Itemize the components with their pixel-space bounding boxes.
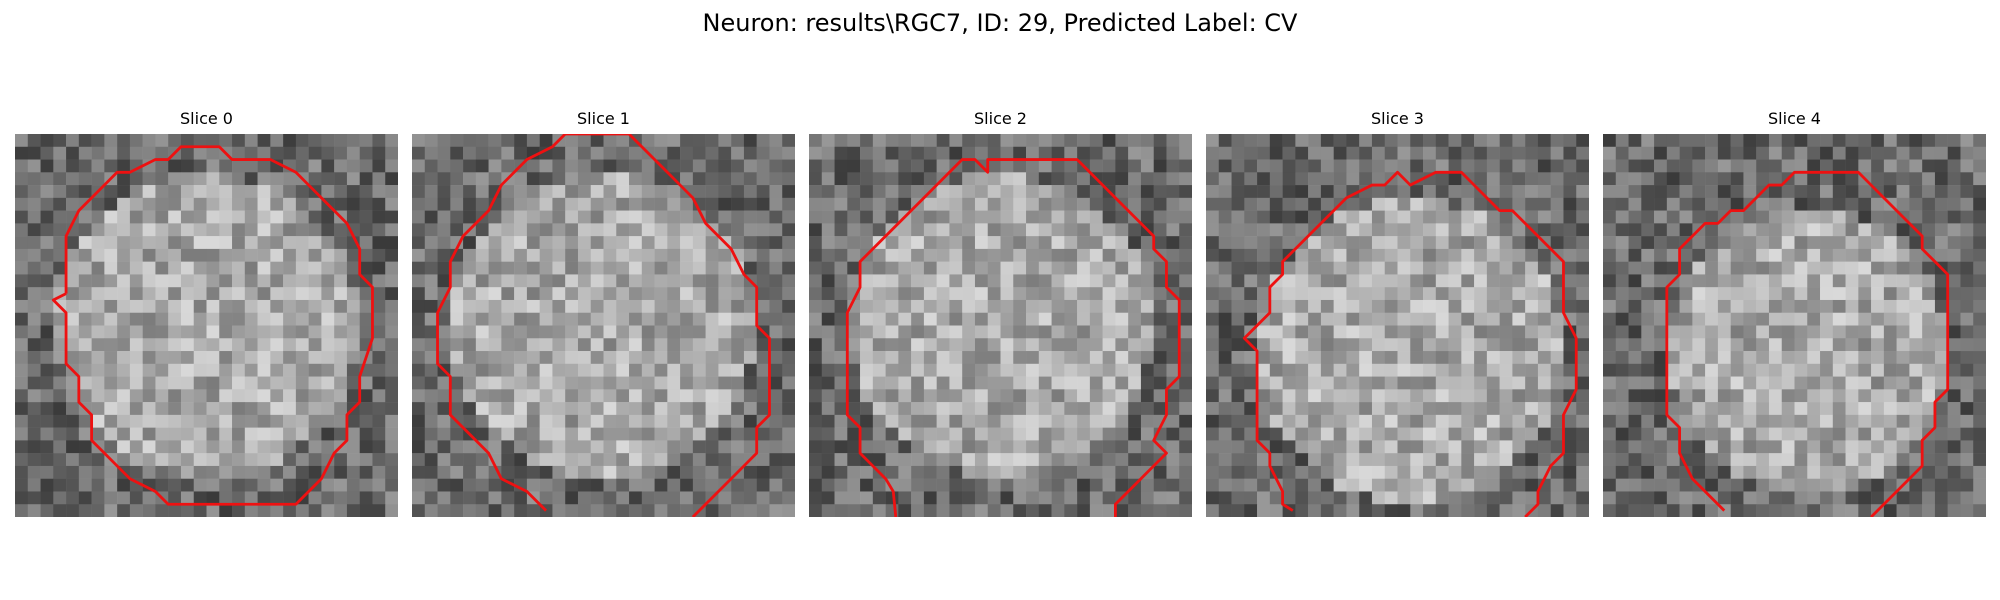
figure-title: Neuron: results\RGC7, ID: 29, Predicted …: [702, 9, 1298, 37]
slice-panel-3: Slice 3: [1206, 108, 1589, 517]
slice-panel-4: Slice 4: [1603, 108, 1986, 517]
slice-panel-0: Slice 0: [15, 108, 398, 517]
contour-line: [436, 134, 771, 517]
pixel-grid: [1603, 134, 1986, 517]
slice-image: [15, 134, 398, 517]
contour-line: [1665, 170, 1950, 517]
slice-image: [1206, 134, 1589, 517]
slice-title: Slice 4: [1768, 109, 1821, 128]
pixel-grid: [412, 134, 795, 517]
slice-title: Slice 3: [1371, 109, 1424, 128]
slice-title: Slice 1: [577, 109, 630, 128]
slice-image: [412, 134, 795, 517]
pixel-grid: [15, 134, 398, 517]
contour-line: [51, 145, 374, 506]
pixel-grid: [809, 134, 1192, 517]
slice-title: Slice 0: [180, 109, 233, 128]
slice-title: Slice 2: [974, 109, 1027, 128]
contour-line: [845, 158, 1181, 517]
slice-image: [809, 134, 1192, 517]
slice-panel-2: Slice 2: [809, 108, 1192, 517]
slice-image: [1603, 134, 1986, 517]
contour-line: [1242, 170, 1578, 517]
slice-panel-1: Slice 1: [412, 108, 795, 517]
pixel-grid: [1206, 134, 1589, 517]
